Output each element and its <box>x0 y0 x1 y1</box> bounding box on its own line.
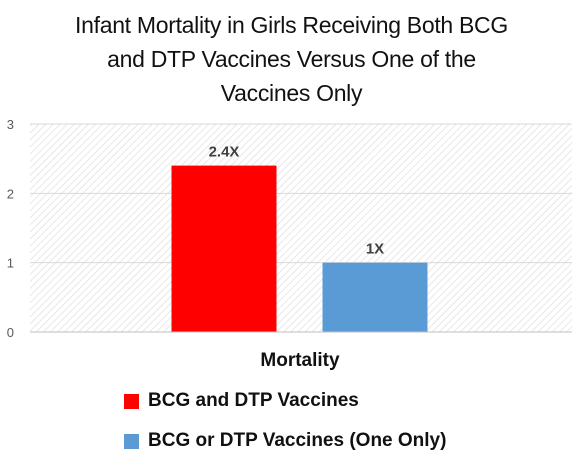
y-tick-label-1: 1 <box>7 256 14 271</box>
data-label-series-1: 2.4X <box>209 144 240 161</box>
chart-title-line-2: and DTP Vaccines Versus One of the <box>107 46 476 72</box>
y-axis-ticks: 0 1 2 3 <box>7 117 14 340</box>
bars <box>171 165 428 332</box>
y-tick-label-3: 3 <box>7 117 14 132</box>
gridlines <box>30 123 572 264</box>
legend-item-both: BCG and DTP Vaccines <box>124 388 446 414</box>
x-axis-label: Mortality <box>260 350 340 371</box>
data-labels: 2.4X 1X <box>209 144 385 258</box>
chart-title-line-3: Vaccines Only <box>220 80 363 106</box>
legend-label-one-only: BCG or DTP Vaccines (One Only) <box>148 430 447 451</box>
chart-title: Infant Mortality in Girls Receiving Both… <box>0 8 583 110</box>
data-label-series-2: 1X <box>366 241 384 258</box>
legend-swatch-one-only <box>124 433 139 449</box>
y-tick-label-0: 0 <box>7 325 14 340</box>
bar-series-2 <box>322 262 428 332</box>
legend-label-both: BCG and DTP Vaccines <box>148 390 359 411</box>
y-tick-label-2: 2 <box>7 186 14 201</box>
plot-area <box>30 124 572 332</box>
bar-series-1 <box>171 165 277 332</box>
chart-title-line-1: Infant Mortality in Girls Receiving Both… <box>75 12 508 38</box>
legend-item-one-only: BCG or DTP Vaccines (One Only) <box>124 428 446 454</box>
legend: BCG and DTP Vaccines BCG or DTP Vaccines… <box>124 388 446 468</box>
legend-swatch-both <box>124 393 139 409</box>
